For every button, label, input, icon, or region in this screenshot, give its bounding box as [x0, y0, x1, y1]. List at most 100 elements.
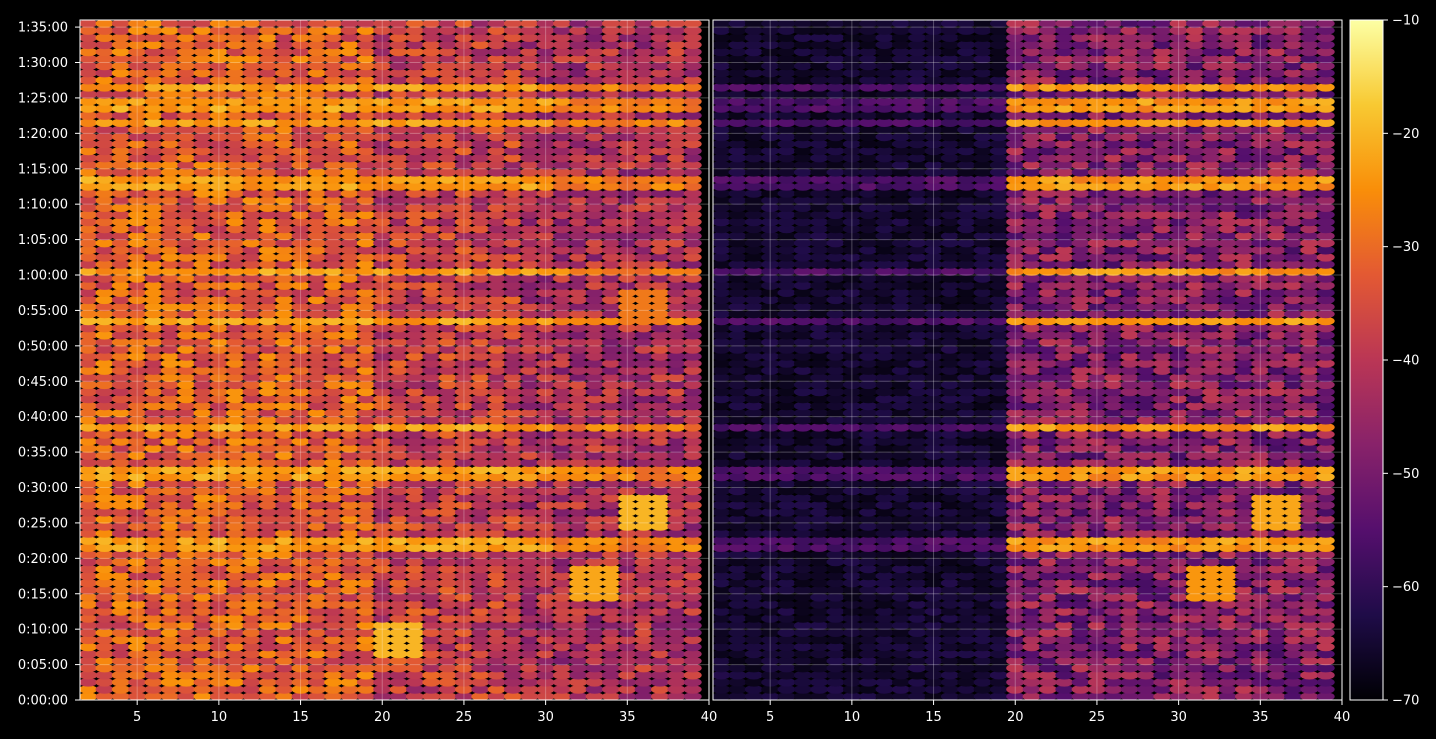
heatmap-cell [1300, 451, 1319, 460]
heatmap-cell [1186, 458, 1204, 468]
heatmap-cell [553, 104, 571, 113]
heatmap-cell [536, 387, 555, 397]
heatmap-cell [177, 444, 196, 453]
heatmap-cell [713, 578, 731, 588]
heatmap-cell [373, 430, 392, 439]
heatmap-cell [193, 458, 212, 468]
heatmap-cell [1104, 458, 1123, 468]
heatmap-cell [1006, 593, 1025, 602]
heatmap-cell [422, 479, 441, 489]
heatmap-cell [973, 458, 992, 468]
heatmap-cell [275, 26, 294, 35]
heatmap-cell [569, 97, 588, 106]
heatmap-cell [487, 458, 506, 468]
heatmap-cell [683, 40, 702, 50]
heatmap-cell [258, 288, 277, 298]
heatmap-cell [1169, 500, 1188, 510]
heatmap-cell [973, 678, 992, 687]
heatmap-cell [1235, 607, 1253, 616]
heatmap-cell [177, 486, 196, 496]
heatmap-cell [908, 444, 927, 453]
heatmap-cell [405, 20, 424, 28]
heatmap-cell [405, 61, 424, 71]
heatmap-cell [144, 366, 163, 375]
heatmap-cell [536, 274, 555, 283]
heatmap-cell [144, 628, 163, 637]
heatmap-cell [340, 224, 359, 234]
heatmap-cell [683, 536, 702, 545]
heatmap-cell [405, 529, 424, 538]
heatmap-cell [438, 182, 457, 191]
heatmap-cell [585, 203, 604, 212]
heatmap-cell [389, 685, 408, 694]
heatmap-cell [193, 656, 212, 666]
heatmap-cell [471, 536, 490, 545]
heatmap-cell [1022, 557, 1041, 567]
heatmap-cell [553, 132, 571, 142]
heatmap-cell [875, 486, 894, 496]
heatmap-cell [209, 685, 228, 694]
heatmap-cell [908, 685, 927, 694]
heatmap-cell [1055, 607, 1074, 616]
heatmap-cell [553, 578, 571, 588]
heatmap-cell [422, 550, 441, 560]
heatmap-cell [144, 260, 163, 269]
heatmap-cell [761, 578, 780, 588]
heatmap-cell [1169, 656, 1188, 666]
heatmap-cell [536, 224, 555, 234]
heatmap-cell [859, 663, 878, 673]
heatmap-cell [373, 231, 392, 241]
heatmap-cell [291, 26, 310, 35]
heatmap-cell [585, 189, 604, 198]
heatmap-cell [209, 75, 228, 85]
heatmap-cell [80, 486, 98, 496]
heatmap-cell [438, 316, 457, 326]
heatmap-cell [128, 444, 147, 453]
heatmap-cell [1202, 692, 1221, 700]
heatmap-cell [356, 309, 375, 319]
heatmap-cell [373, 309, 392, 319]
heatmap-cell [438, 571, 457, 581]
heatmap-cell [1235, 564, 1253, 574]
heatmap-cells-right [713, 20, 1335, 700]
heatmap-cell [618, 75, 637, 85]
heatmap-cell [307, 465, 326, 475]
heatmap-cell [1038, 571, 1057, 581]
heatmap-cell [471, 508, 490, 517]
heatmap-cell [177, 20, 196, 28]
heatmap-cell [405, 423, 424, 432]
heatmap-cell [618, 33, 637, 42]
heatmap-cell [226, 260, 245, 269]
heatmap-cell [226, 635, 245, 645]
heatmap-cell [128, 267, 147, 276]
heatmap-cell [1235, 663, 1253, 673]
heatmap-cell [553, 83, 571, 92]
heatmap-cell [618, 302, 637, 312]
heatmap-cell [471, 649, 490, 659]
heatmap-cell [777, 635, 796, 645]
heatmap-cell [226, 486, 245, 496]
heatmap-cell [487, 578, 506, 588]
heatmap-cell [1218, 500, 1237, 510]
heatmap-cell [438, 564, 457, 574]
heatmap-cell [1120, 543, 1139, 552]
heatmap-cell [80, 231, 98, 241]
heatmap-cell [1251, 479, 1270, 489]
heatmap-cell [924, 642, 943, 652]
heatmap-cell [940, 550, 959, 560]
heatmap-cell [602, 373, 620, 383]
heatmap-cell [209, 238, 228, 248]
heatmap-cell [340, 437, 359, 446]
heatmap-cell [177, 168, 196, 177]
heatmap-cell [1136, 564, 1155, 574]
heatmap-cell [777, 642, 796, 652]
heatmap-cell [667, 252, 686, 262]
heatmap-cell [569, 90, 588, 99]
heatmap-cell [667, 302, 686, 312]
heatmap-cell [1202, 536, 1221, 545]
heatmap-cell [728, 663, 747, 673]
heatmap-cell [389, 153, 408, 163]
heatmap-cell [1169, 493, 1188, 503]
heatmap-cell [744, 600, 763, 609]
heatmap-cell [585, 380, 604, 390]
